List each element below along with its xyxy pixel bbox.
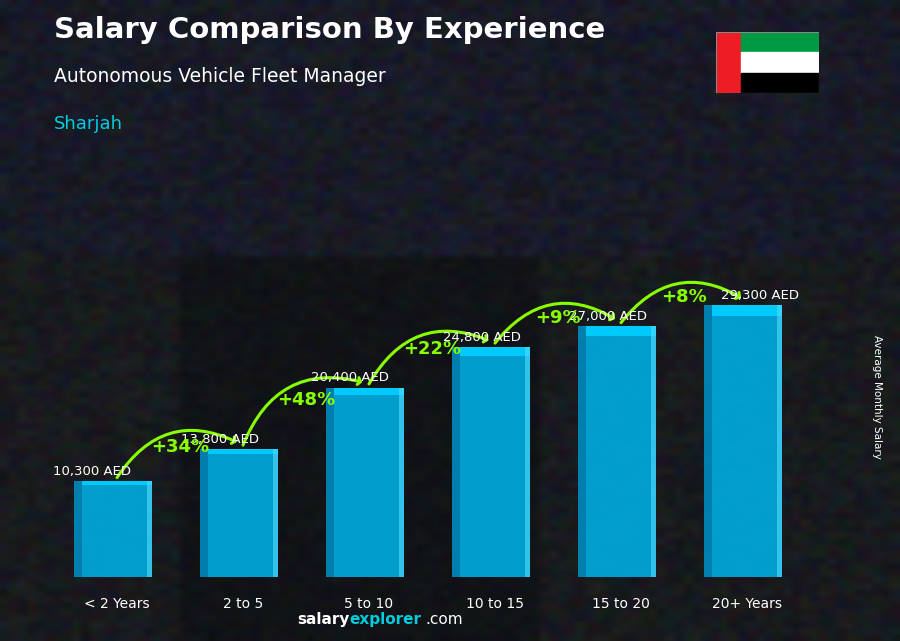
Bar bbox=[400, 388, 403, 577]
Text: +8%: +8% bbox=[662, 288, 706, 306]
Text: +9%: +9% bbox=[536, 310, 580, 328]
Bar bbox=[742, 53, 819, 72]
Bar bbox=[334, 388, 403, 395]
Text: 15 to 20: 15 to 20 bbox=[592, 597, 650, 612]
Text: 20,400 AED: 20,400 AED bbox=[311, 371, 389, 385]
Bar bbox=[704, 305, 712, 577]
Bar bbox=[742, 72, 819, 93]
Bar bbox=[148, 481, 151, 577]
Bar bbox=[586, 326, 655, 577]
Bar bbox=[526, 347, 529, 577]
Bar bbox=[712, 305, 781, 577]
Text: +48%: +48% bbox=[277, 391, 335, 409]
Text: 2 to 5: 2 to 5 bbox=[223, 597, 263, 612]
Bar bbox=[460, 347, 529, 577]
Bar bbox=[586, 326, 655, 337]
Bar bbox=[578, 326, 586, 577]
Bar bbox=[742, 32, 819, 53]
Bar bbox=[452, 347, 460, 577]
Text: explorer: explorer bbox=[349, 612, 421, 627]
Text: < 2 Years: < 2 Years bbox=[85, 597, 149, 612]
Text: +34%: +34% bbox=[151, 438, 209, 456]
Text: Average Monthly Salary: Average Monthly Salary bbox=[872, 335, 883, 460]
Text: 29,300 AED: 29,300 AED bbox=[721, 289, 798, 302]
Text: 20+ Years: 20+ Years bbox=[712, 597, 782, 612]
Text: Salary Comparison By Experience: Salary Comparison By Experience bbox=[54, 16, 605, 44]
Bar bbox=[712, 305, 781, 316]
Text: 10,300 AED: 10,300 AED bbox=[53, 465, 130, 478]
Bar bbox=[83, 481, 151, 577]
Bar bbox=[778, 305, 781, 577]
Bar bbox=[652, 326, 655, 577]
Bar bbox=[74, 481, 83, 577]
Bar bbox=[208, 449, 277, 454]
Bar bbox=[208, 449, 277, 577]
Bar bbox=[716, 32, 742, 93]
Text: +22%: +22% bbox=[403, 340, 461, 358]
Text: 27,000 AED: 27,000 AED bbox=[570, 310, 647, 323]
Bar bbox=[460, 347, 529, 356]
Text: 5 to 10: 5 to 10 bbox=[345, 597, 393, 612]
Text: .com: .com bbox=[426, 612, 464, 627]
Text: Sharjah: Sharjah bbox=[54, 115, 123, 133]
Text: 24,800 AED: 24,800 AED bbox=[444, 331, 521, 344]
Text: salary: salary bbox=[297, 612, 349, 627]
Bar bbox=[326, 388, 335, 577]
Text: 13,800 AED: 13,800 AED bbox=[181, 433, 259, 445]
Text: Autonomous Vehicle Fleet Manager: Autonomous Vehicle Fleet Manager bbox=[54, 67, 386, 87]
Bar bbox=[200, 449, 208, 577]
Text: 10 to 15: 10 to 15 bbox=[466, 597, 524, 612]
Bar bbox=[274, 449, 277, 577]
Bar bbox=[334, 388, 403, 577]
Bar bbox=[83, 481, 151, 485]
